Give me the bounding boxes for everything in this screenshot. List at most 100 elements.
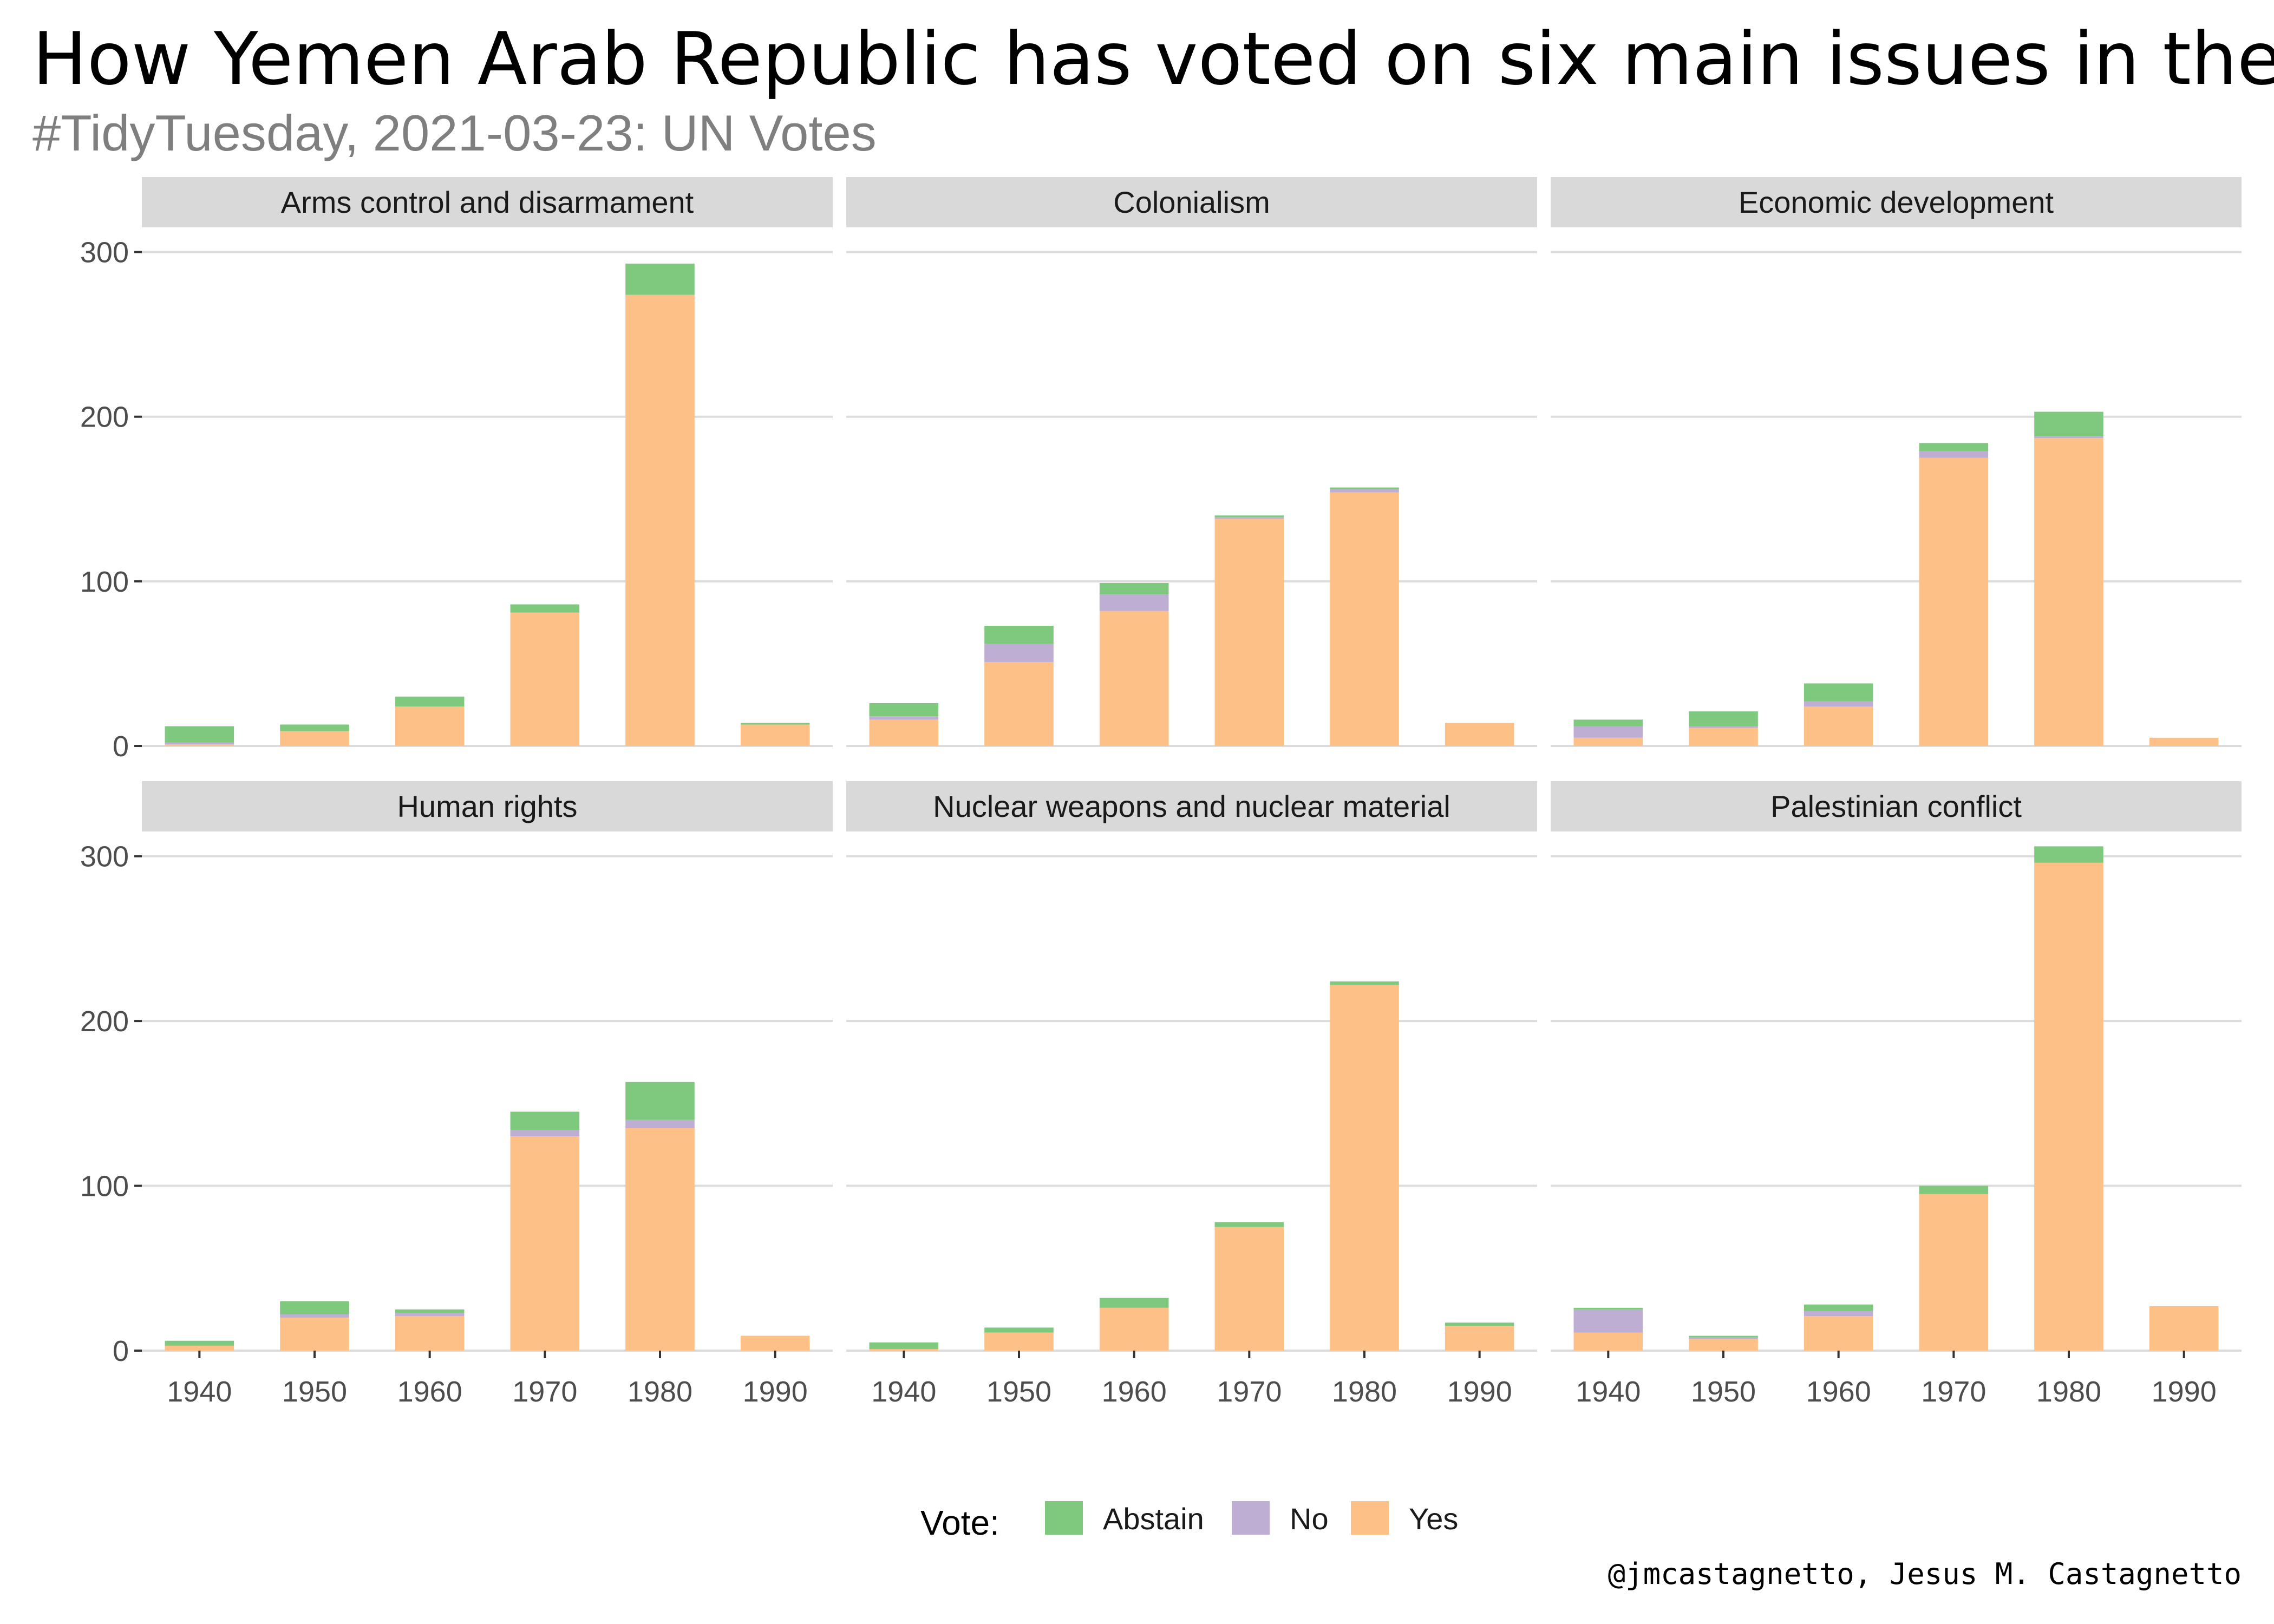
panel-4-bar-1960-abstain: [395, 1309, 465, 1313]
panel-2-bar-1970-no: [1214, 517, 1284, 519]
panel-3-bar-1950-no: [1689, 726, 1758, 728]
panel-3-bar-1970-no: [1919, 451, 1989, 458]
panel-1-title: Arms control and disarmament: [281, 185, 694, 219]
panel-4-x-tick-label-1960: 1960: [397, 1376, 462, 1408]
panel-4-x-tick-label-1980: 1980: [628, 1376, 692, 1408]
legend-label-abstain: Abstain: [1103, 1502, 1204, 1536]
panel-5-bar-1940-abstain: [869, 1342, 939, 1349]
panel-3-bar-1950-yes: [1689, 728, 1758, 746]
chart-title: How Yemen Arab Republic has voted on six…: [32, 17, 2274, 101]
panel-1-bar-1950-yes: [280, 731, 349, 746]
panel-3-bar-1940-abstain: [1573, 719, 1643, 726]
panel-4-bar-1960-yes: [395, 1316, 465, 1351]
panel-6-bar-1950-yes: [1689, 1339, 1758, 1351]
panel-2-bar-1980-no: [1330, 489, 1399, 493]
panel-2-bar-1960-abstain: [1099, 582, 1169, 595]
panel-6-bar-1990-yes: [2149, 1306, 2219, 1351]
panel-1-y-tick-label-200: 200: [80, 401, 129, 434]
panel-2-bar-1950-no: [984, 644, 1054, 662]
panel-4-bar-1970-abstain: [510, 1111, 580, 1130]
panel-5-strip: [846, 781, 1537, 831]
panel-2-bar-1940-no: [869, 716, 939, 720]
panel-3-bar-1950-abstain: [1689, 711, 1758, 726]
panel-3-bar-1960-no: [1803, 701, 1873, 707]
panel-3: Economic development: [1551, 177, 2242, 747]
panel-6-bar-1980-yes: [2034, 862, 2103, 1351]
panel-5-bar-1960-yes: [1099, 1307, 1169, 1351]
panel-4-bar-1970-no: [510, 1130, 580, 1137]
panel-4-title: Human rights: [397, 789, 577, 823]
panel-5-x-tick-label-1980: 1980: [1332, 1376, 1397, 1408]
legend-swatch-abstain: [1045, 1501, 1083, 1535]
panel-3-bar-1980-yes: [2034, 438, 2103, 746]
panel-4-bar-1990-yes: [740, 1335, 810, 1351]
panel-5-bar-1950-yes: [984, 1332, 1054, 1351]
panel-4-bar-1940-abstain: [165, 1340, 234, 1346]
panel-6-x-tick-label-1970: 1970: [1921, 1376, 1986, 1408]
panel-1-strip: [142, 177, 833, 227]
panel-2-bar-1940-abstain: [869, 703, 939, 717]
legend: Vote: Abstain No Yes: [920, 1501, 1458, 1542]
panel-3-bar-1980-abstain: [2034, 411, 2103, 437]
panel-5-bar-1980-yes: [1330, 985, 1399, 1351]
panel-4-bar-1950-abstain: [280, 1301, 349, 1315]
panel-1-bar-1960-yes: [395, 706, 465, 746]
panel-1-bar-1950-abstain: [280, 724, 349, 731]
panel-5-bar-1960-abstain: [1099, 1298, 1169, 1308]
panel-2-bar-1980-abstain: [1330, 487, 1399, 489]
panel-2-bar-1970-abstain: [1214, 515, 1284, 518]
panel-4-y-tick-label-200: 200: [80, 1005, 129, 1038]
legend-swatch-no: [1232, 1501, 1270, 1535]
panel-5-x-tick-label-1990: 1990: [1447, 1376, 1512, 1408]
panel-4-y-tick-label-100: 100: [80, 1170, 129, 1203]
panel-2-bar-1940-yes: [869, 719, 939, 746]
panel-1-bar-1940-yes: [165, 744, 234, 746]
panel-6-x-tick-label-1960: 1960: [1806, 1376, 1871, 1408]
panel-3-bar-1970-yes: [1919, 457, 1989, 746]
panel-4-strip: [142, 781, 833, 831]
panel-4-y-tick-label-300: 300: [80, 841, 129, 873]
panel-6-strip: [1551, 781, 2242, 831]
panel-6-bar-1940-no: [1573, 1309, 1643, 1333]
panel-5-bar-1950-abstain: [984, 1327, 1054, 1333]
panel-2: Colonialism: [846, 177, 1537, 747]
panel-3-bar-1960-abstain: [1803, 683, 1873, 702]
panel-4-bar-1980-no: [625, 1119, 695, 1128]
panel-3-bar-1970-abstain: [1919, 443, 1989, 451]
panel-4-x-tick-label-1990: 1990: [743, 1376, 808, 1408]
panel-5-x-tick-label-1960: 1960: [1102, 1376, 1167, 1408]
panel-5-bar-1980-abstain: [1330, 981, 1399, 985]
panel-6-bar-1980-abstain: [2034, 846, 2103, 863]
panel-6-x-tick-label-1940: 1940: [1576, 1376, 1641, 1408]
panel-5-bar-1990-yes: [1445, 1326, 1514, 1351]
panel-3-bar-1990-yes: [2149, 737, 2219, 746]
panel-1-bar-1990-yes: [740, 724, 810, 746]
legend-label-yes: Yes: [1409, 1502, 1458, 1536]
panel-6-bar-1940-abstain: [1573, 1307, 1643, 1309]
panel-4: Human rights 0 100 200 300 1940 1950 1960 1970 19…: [80, 781, 833, 1408]
panel-6-bar-1950-abstain: [1689, 1335, 1758, 1338]
panel-2-bar-1970-yes: [1214, 519, 1284, 746]
panel-6-bar-1960-no: [1803, 1311, 1873, 1317]
panel-2-strip: [846, 177, 1537, 227]
panel-1-y-tick-label-100: 100: [80, 566, 129, 598]
panel-5-bar-1970-yes: [1214, 1227, 1284, 1351]
panel-6-bar-1960-abstain: [1803, 1304, 1873, 1311]
panel-6-bar-1950-no: [1689, 1337, 1758, 1339]
panel-6-title: Palestinian conflict: [1770, 789, 2022, 823]
legend-swatch-yes: [1351, 1501, 1389, 1535]
panel-6-x-tick-label-1990: 1990: [2152, 1376, 2217, 1408]
panel-5: Nuclear weapons and nuclear material 1940…: [846, 781, 1537, 1408]
panel-5-x-tick-label-1950: 1950: [986, 1376, 1051, 1408]
panel-2-bar-1960-no: [1099, 594, 1169, 611]
panel-5-bar-1970-abstain: [1214, 1222, 1284, 1227]
panel-2-bar-1950-abstain: [984, 625, 1054, 644]
panel-4-bar-1970-yes: [510, 1136, 580, 1351]
panel-1-bar-1990-abstain: [740, 723, 810, 725]
panel-1-bar-1970-yes: [510, 612, 580, 746]
panel-5-x-tick-label-1970: 1970: [1217, 1376, 1282, 1408]
panel-2-bar-1960-yes: [1099, 611, 1169, 746]
chart-caption: @jmcastagnetto, Jesus M. Castagnetto: [1608, 1557, 2242, 1591]
panel-1-y-tick-label-0: 0: [113, 730, 129, 763]
panel-6-x-tick-label-1950: 1950: [1691, 1376, 1756, 1408]
